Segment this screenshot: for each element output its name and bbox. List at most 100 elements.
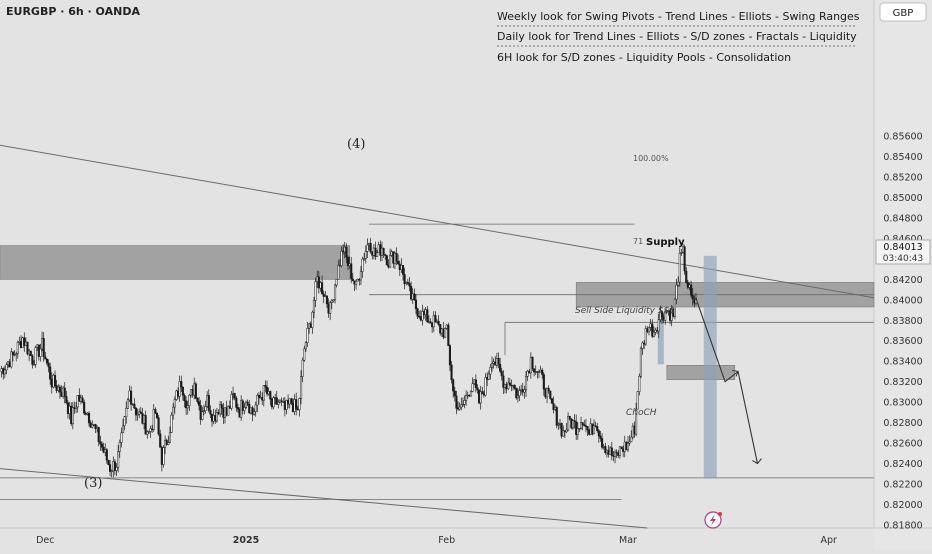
price-axis-area xyxy=(874,0,932,550)
candle-body xyxy=(635,408,638,435)
candle-body xyxy=(317,276,320,289)
candle-body xyxy=(547,388,550,392)
price-tick-label: 0.85000 xyxy=(883,193,922,204)
candle-body xyxy=(212,415,215,422)
price-tick-label: 0.85200 xyxy=(883,173,922,184)
candle-body xyxy=(110,470,113,472)
candle-body xyxy=(117,451,120,468)
candle-body xyxy=(510,385,513,387)
candle-body xyxy=(531,356,534,370)
time-axis-ticks: Dec 2025 Feb Mar Apr xyxy=(36,535,837,546)
candle-body xyxy=(269,391,272,400)
projection-path xyxy=(695,298,759,464)
candle-body xyxy=(202,410,205,412)
candle-body xyxy=(662,316,665,321)
candle-body xyxy=(503,384,507,388)
candle-body xyxy=(246,401,249,405)
candle-body xyxy=(397,260,400,265)
time-tick-label: Apr xyxy=(820,535,837,546)
candle-body xyxy=(236,407,239,410)
candle-body xyxy=(549,390,552,399)
candle-body xyxy=(550,398,553,404)
candle-body xyxy=(44,356,47,360)
candle-body xyxy=(604,446,607,453)
candle-body xyxy=(155,412,159,419)
price-tick-label: 0.82000 xyxy=(883,500,922,511)
candle-body xyxy=(222,407,225,418)
candle-body xyxy=(461,404,464,406)
candle-body xyxy=(130,390,133,405)
candle-body xyxy=(254,404,257,412)
price-tick-label: 0.82200 xyxy=(883,480,922,491)
candle-body xyxy=(262,385,265,401)
candle-body xyxy=(149,428,152,432)
candle-body xyxy=(644,328,647,345)
price-tick-label: 0.84600 xyxy=(883,234,922,245)
time-tick-label: Mar xyxy=(619,535,637,546)
candle-body xyxy=(189,389,193,396)
candle-body xyxy=(112,461,115,472)
candle-body xyxy=(168,432,171,443)
candle-body xyxy=(649,323,652,328)
candle-body xyxy=(675,284,678,300)
candle-body xyxy=(303,348,306,361)
candle-body xyxy=(489,366,492,375)
candle-body xyxy=(529,356,532,374)
candle-body xyxy=(656,329,659,332)
candle-body xyxy=(348,263,351,266)
candle-body xyxy=(71,407,74,425)
currency-button-bg[interactable] xyxy=(879,2,927,22)
candle-body xyxy=(500,370,503,377)
candle-body xyxy=(618,446,621,456)
candle-body xyxy=(678,253,681,283)
candle-body xyxy=(133,403,136,409)
candle-body xyxy=(13,354,16,356)
candle-body xyxy=(188,394,191,406)
candle-body xyxy=(622,448,625,452)
candle-body xyxy=(690,284,693,296)
candle-body xyxy=(193,383,196,396)
candle-body xyxy=(79,397,82,402)
candle-body xyxy=(466,394,469,397)
candle-body xyxy=(299,376,303,399)
candle-body xyxy=(688,284,691,288)
candle-body xyxy=(552,403,555,410)
candle-body xyxy=(204,406,207,411)
lightning-icon[interactable] xyxy=(704,511,722,529)
candle-body xyxy=(24,341,27,346)
candle-body xyxy=(102,446,105,453)
candle-body xyxy=(418,316,421,318)
candle-body xyxy=(482,393,485,396)
candle-body xyxy=(259,397,262,399)
candle-body xyxy=(173,399,176,408)
candle-body xyxy=(605,449,608,453)
currency-button-label[interactable]: GBP xyxy=(893,8,914,19)
candle-body xyxy=(322,293,325,297)
candle-body xyxy=(232,393,235,395)
candle-body xyxy=(91,424,94,428)
candle-body xyxy=(55,385,58,391)
candle-body xyxy=(408,282,411,287)
candle-body xyxy=(84,412,87,415)
candle-body xyxy=(87,412,91,424)
wave-4-label: (4) xyxy=(347,137,365,152)
candle-body xyxy=(308,323,311,329)
candle-body xyxy=(479,391,482,404)
candle-body xyxy=(403,274,406,285)
candle-body xyxy=(487,373,490,380)
candle-body xyxy=(473,379,476,384)
candle-body xyxy=(3,369,6,375)
price-tick-label: 0.84000 xyxy=(883,295,922,306)
candle-body xyxy=(23,337,26,346)
price-tick-label: 0.85600 xyxy=(883,132,922,143)
candle-body xyxy=(228,405,231,409)
candle-body xyxy=(647,327,651,333)
candle-body xyxy=(45,358,48,364)
candle-body xyxy=(416,308,419,317)
candle-body xyxy=(411,293,414,300)
price-tick-label: 0.84800 xyxy=(883,213,922,224)
candle-body xyxy=(257,394,261,398)
candle-body xyxy=(499,363,502,372)
currency-button[interactable]: GBP xyxy=(879,2,927,22)
